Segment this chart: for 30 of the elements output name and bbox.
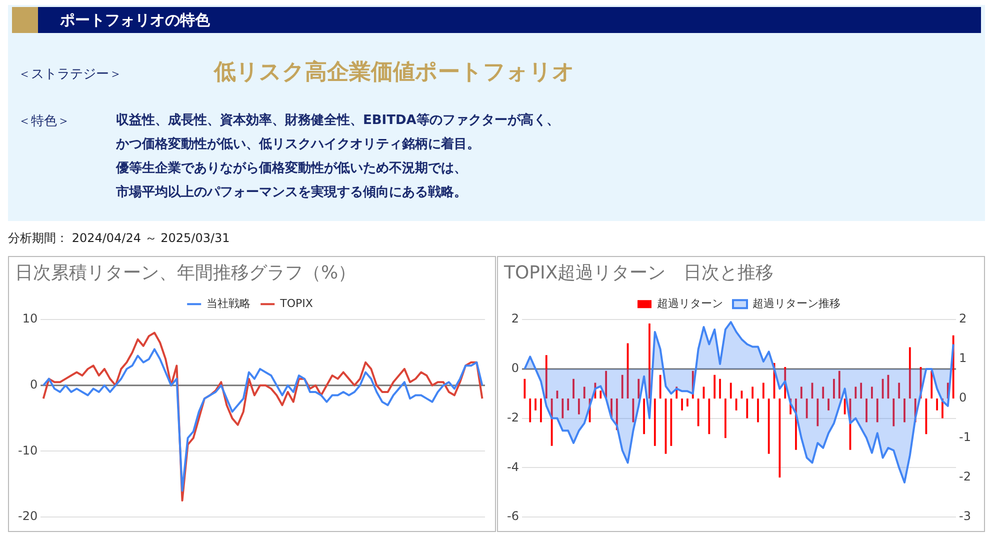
text: ＜ストラテジー＞ <box>18 66 122 83</box>
y-tick-label: 2 <box>511 312 519 326</box>
text: 低リスク高企業価値ポートフォリオ <box>214 58 575 87</box>
text: 分析期間： 2024/04/24 ～ 2025/03/31 <box>8 230 230 247</box>
text: 収益性、成長性、資本効率、財務健全性、EBITDA等のファクターが高く、 <box>116 112 560 129</box>
legend-label: 当社戦略 <box>206 296 251 310</box>
text: ポートフォリオの特色 <box>60 11 210 30</box>
y2-tick-label: -2 <box>959 470 972 484</box>
legend-label: 超過リターン推移 <box>752 296 840 310</box>
text: 市場平均以上のパフォーマンスを実現する傾向にある戦略。 <box>116 184 467 201</box>
text: 優等生企業でありながら価格変動性が低いため不況期では、 <box>116 160 467 177</box>
y2-tick-label: 1 <box>959 351 967 366</box>
y-tick-label: -6 <box>506 509 519 524</box>
y-tick-label: -2 <box>506 410 519 424</box>
chart-title: TOPIX超過リターン 日次と推移 <box>503 262 774 284</box>
y-tick-label: 0 <box>30 378 38 392</box>
y2-tick-label: -3 <box>959 509 972 524</box>
text: ＜特色＞ <box>18 113 70 130</box>
y2-tick-label: 0 <box>959 390 967 405</box>
legend-label: 超過リターン <box>657 296 723 310</box>
chart-title: 日次累積リターン、年間推移グラフ（%） <box>15 262 356 284</box>
text: かつ価格変動性が低い、低リスクハイクオリティ銘柄に着目。 <box>116 136 480 153</box>
y-tick-label: -4 <box>506 460 519 474</box>
legend-label: TOPIX <box>279 296 314 310</box>
y-tick-label: -10 <box>18 443 38 458</box>
y-tick-label: 0 <box>511 361 519 376</box>
y2-tick-label: 2 <box>959 312 967 326</box>
y-tick-label: -20 <box>18 509 38 524</box>
y-tick-label: 10 <box>22 312 38 326</box>
y2-tick-label: -1 <box>959 430 972 444</box>
